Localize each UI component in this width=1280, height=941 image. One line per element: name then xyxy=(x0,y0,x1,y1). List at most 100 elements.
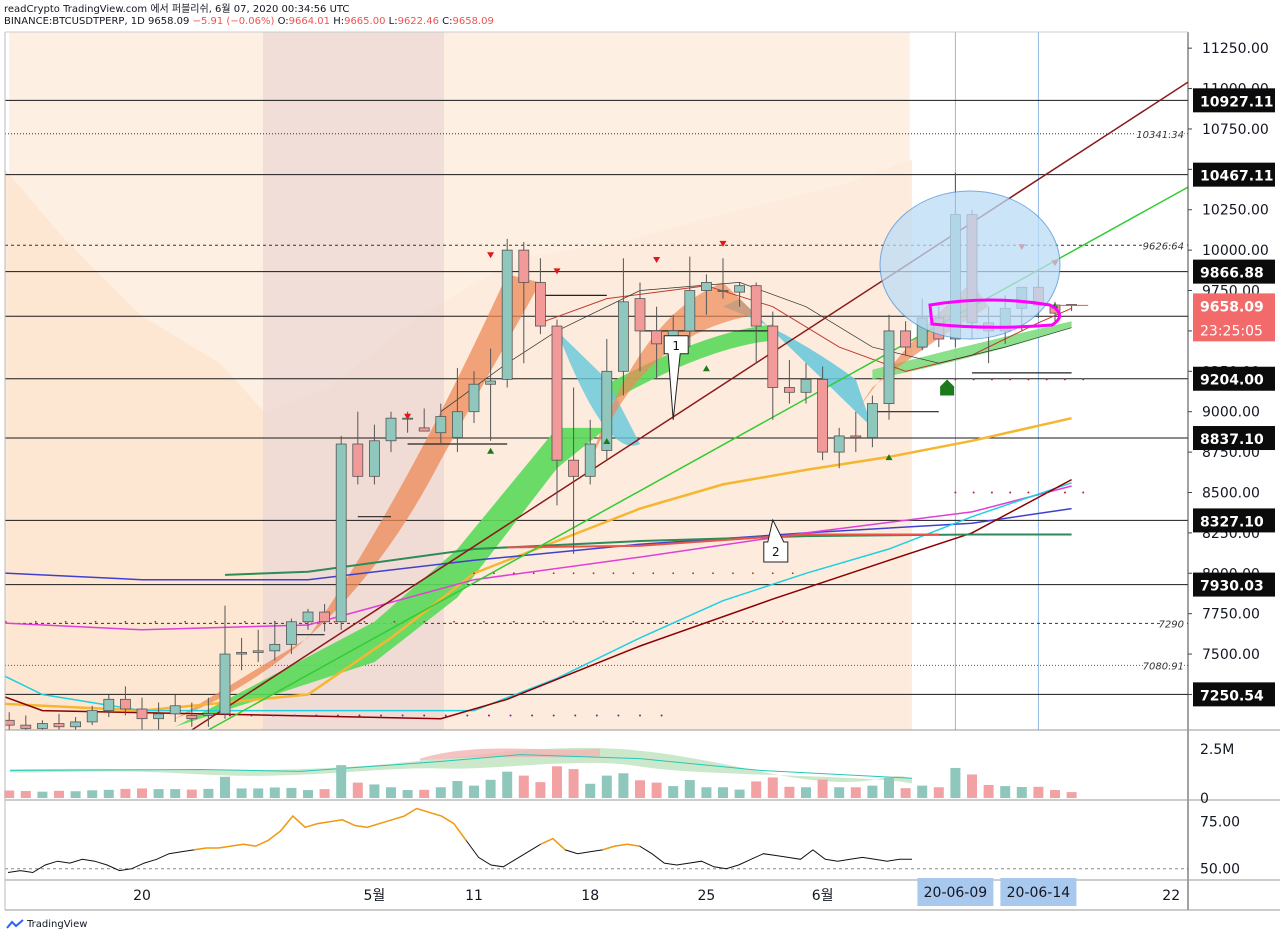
candle[interactable] xyxy=(70,717,81,730)
candle[interactable] xyxy=(186,702,198,727)
marker-dot xyxy=(662,620,665,623)
green-ribbon-3 xyxy=(872,321,1072,380)
osc-overbought-segment xyxy=(193,807,467,851)
volume-bar xyxy=(635,780,645,798)
candle[interactable] xyxy=(734,282,745,307)
osc-overbought-segment xyxy=(540,837,566,851)
date-tag xyxy=(1000,878,1077,906)
marker-dot xyxy=(552,714,555,717)
candle-body-up xyxy=(70,721,81,728)
candle[interactable] xyxy=(684,256,696,348)
volume-tick-label: 2.5M xyxy=(1200,742,1234,758)
marker-dot xyxy=(612,572,615,575)
candle[interactable] xyxy=(368,424,380,485)
candle[interactable] xyxy=(850,411,862,453)
candle-body-down xyxy=(319,611,331,623)
candle[interactable] xyxy=(418,408,430,432)
volume-bar xyxy=(917,785,928,798)
volume-bar xyxy=(767,777,778,798)
marker-dot xyxy=(333,620,336,623)
candle[interactable] xyxy=(651,306,662,380)
candle[interactable] xyxy=(867,395,878,448)
candle[interactable] xyxy=(535,258,546,335)
green-ribbon-2 xyxy=(606,324,773,404)
volume-bar xyxy=(850,787,861,798)
marker-dot xyxy=(542,620,545,623)
candle[interactable] xyxy=(485,348,497,441)
candle[interactable] xyxy=(883,314,895,420)
volume-pane xyxy=(4,747,1077,798)
candle[interactable] xyxy=(784,359,795,404)
volume-bar xyxy=(1050,790,1060,798)
callout-box xyxy=(663,335,689,420)
candle[interactable] xyxy=(153,702,165,730)
candle[interactable] xyxy=(468,371,480,424)
volume-bar xyxy=(967,774,977,798)
candle[interactable] xyxy=(4,712,15,730)
candle-body-down xyxy=(651,330,662,345)
candle[interactable] xyxy=(335,435,347,630)
candle[interactable] xyxy=(833,427,845,469)
volume-bar xyxy=(535,782,546,798)
candle-body-down xyxy=(784,387,795,393)
candle[interactable] xyxy=(236,637,248,671)
tradingview-brand[interactable]: TradingView xyxy=(6,919,87,930)
candle[interactable] xyxy=(817,366,828,461)
candle[interactable] xyxy=(518,242,530,364)
open-value: 9664.01 xyxy=(288,16,330,27)
candle[interactable] xyxy=(202,697,214,727)
marker-dot xyxy=(972,491,975,494)
candle[interactable] xyxy=(717,258,729,299)
marker-dot xyxy=(532,572,535,575)
candle[interactable] xyxy=(53,713,65,730)
candle[interactable] xyxy=(352,411,364,485)
marker-dot xyxy=(574,714,577,717)
candle[interactable] xyxy=(634,282,646,372)
sell-triangle xyxy=(719,240,727,247)
candle-body-down xyxy=(535,282,546,327)
candle[interactable] xyxy=(501,238,513,388)
candle[interactable] xyxy=(800,363,812,404)
marker-dot xyxy=(423,714,426,717)
candle[interactable] xyxy=(750,282,762,364)
candle[interactable] xyxy=(900,321,911,356)
trend-line-darkred xyxy=(191,81,1188,730)
candle[interactable] xyxy=(86,705,98,726)
candle[interactable] xyxy=(219,605,231,719)
candle[interactable] xyxy=(169,694,181,722)
candle[interactable] xyxy=(302,608,314,630)
candle-body-up xyxy=(684,290,696,332)
candle[interactable] xyxy=(136,697,148,730)
marker-dot xyxy=(1045,378,1048,381)
candle[interactable] xyxy=(285,618,297,655)
marker-dot xyxy=(358,714,361,717)
candle[interactable] xyxy=(584,419,596,485)
candle[interactable] xyxy=(435,403,447,445)
volume-bar xyxy=(518,775,529,798)
volume-bar xyxy=(4,790,15,798)
candle[interactable] xyxy=(568,387,579,554)
buy-triangle xyxy=(487,447,495,454)
candle[interactable] xyxy=(618,258,629,396)
volume-bar xyxy=(303,790,313,798)
candle[interactable] xyxy=(269,621,281,661)
marker-dot xyxy=(272,714,275,717)
marker-dot xyxy=(771,572,774,575)
candle[interactable] xyxy=(252,629,264,663)
candle[interactable] xyxy=(701,274,712,315)
candle[interactable] xyxy=(120,686,131,716)
volume-bar xyxy=(70,791,81,798)
candle[interactable] xyxy=(385,411,397,453)
candle[interactable] xyxy=(551,319,563,506)
candle[interactable] xyxy=(319,603,331,632)
candle[interactable] xyxy=(37,720,48,730)
candle[interactable] xyxy=(103,694,115,718)
candle[interactable] xyxy=(20,715,32,730)
candle-body-down xyxy=(120,698,131,710)
candle[interactable] xyxy=(451,368,463,453)
volume-bar xyxy=(668,786,679,798)
marker-dot xyxy=(692,572,695,575)
level-tag-label: 9204.00 xyxy=(1200,373,1264,389)
candle[interactable] xyxy=(767,311,779,420)
